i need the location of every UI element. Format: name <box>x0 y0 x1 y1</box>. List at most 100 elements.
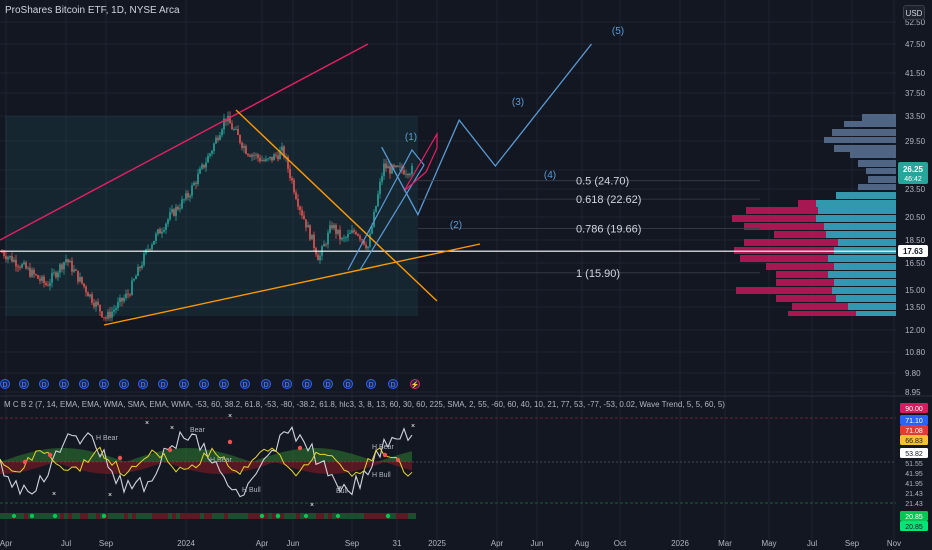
volume-profile-bar <box>834 279 896 286</box>
volume-profile-bar <box>766 263 896 270</box>
candle-body <box>95 301 97 307</box>
indicator-price-tag-value: 41.95 <box>905 471 923 478</box>
candle-body <box>349 232 351 234</box>
last-price-tag <box>898 162 928 184</box>
indicator-trend-bar <box>268 513 272 519</box>
time-axis-label: Nov <box>887 539 901 548</box>
indicator-divergence-label: H Bear <box>210 457 232 464</box>
candle-body <box>103 317 105 318</box>
indicator-trend-bar <box>56 513 60 519</box>
volume-profile-bar <box>826 231 896 238</box>
candle-body <box>361 239 363 241</box>
wave-label: (1) <box>405 132 417 143</box>
candle-body <box>205 162 207 168</box>
indicator-trend-bar <box>96 513 100 519</box>
candle-body <box>295 192 297 199</box>
indicator-trend-bar <box>228 513 232 519</box>
volume-profile-bar <box>836 295 896 302</box>
candle-body <box>131 280 133 295</box>
indicator-trend-bar <box>300 513 304 519</box>
indicator-trend-bar <box>312 513 316 519</box>
candle-body <box>51 272 53 283</box>
candle-body <box>329 225 331 233</box>
indicator-trend-bar <box>144 513 148 519</box>
indicator-trend-dot <box>303 513 309 519</box>
candle-body <box>351 230 353 233</box>
indicator-trend-bar <box>160 513 164 519</box>
candle-body <box>309 225 311 240</box>
candle-body <box>153 240 155 245</box>
candle-body <box>377 193 379 207</box>
indicator-cross-marker: × <box>108 492 112 499</box>
candle-body <box>99 304 101 312</box>
candle-body <box>313 234 315 249</box>
event-marker <box>79 379 89 389</box>
indicator-trend-bar <box>168 513 172 519</box>
candle-body <box>243 146 245 148</box>
indicator-trend-bar <box>356 513 360 519</box>
indicator-cross-marker: × <box>228 413 232 420</box>
indicator-trend-bar <box>48 513 52 519</box>
indicator-price-tag <box>900 511 928 521</box>
candle-body <box>389 166 391 174</box>
event-marker-label: D <box>2 382 7 389</box>
candle-body <box>89 294 91 297</box>
candle-body <box>127 293 129 295</box>
time-axis-label: Aug <box>575 539 589 548</box>
candle-body <box>311 234 313 240</box>
indicator-price-tag-value: 21.43 <box>905 491 923 498</box>
time-axis-label: 2026 <box>671 539 689 548</box>
fib-level-label: 0.618 (22.62) <box>576 194 641 206</box>
candle-body <box>67 259 69 263</box>
candle-body <box>257 154 259 158</box>
candle-body <box>301 210 303 216</box>
indicator-trend-bar <box>88 513 92 519</box>
volume-profile-bar <box>740 255 896 262</box>
event-marker-label: D <box>345 382 350 389</box>
wave-label: (5) <box>612 26 624 37</box>
candle-body <box>203 164 205 168</box>
indicator-trend-bar <box>328 513 332 519</box>
indicator-trend-bar <box>316 513 320 519</box>
candle-body <box>69 260 71 263</box>
candle-body <box>53 272 55 274</box>
candle-body <box>105 317 107 319</box>
indicator-trend-bar <box>156 513 160 519</box>
candle-body <box>395 165 397 168</box>
indicator-divergence-label: Bear <box>190 427 205 434</box>
indicator-trend-bar <box>296 513 300 519</box>
candle-body <box>375 206 377 213</box>
candle-body <box>7 257 9 260</box>
volume-profile-bar <box>856 311 896 316</box>
indicator-trend-bar <box>92 513 96 519</box>
candle-body <box>125 293 127 298</box>
candle-body <box>221 129 223 136</box>
indicator-trend-bar <box>24 513 28 519</box>
indicator-price-tags: 90.00 71.10 71.08 66.83 53.82 51.55 41.95 41.95… <box>900 403 928 531</box>
currency-button[interactable]: USD <box>903 5 925 20</box>
candle-body <box>63 262 65 270</box>
indicator-trend-bar <box>8 513 12 519</box>
volume-profile-bar <box>828 271 896 278</box>
candle-body <box>139 266 141 269</box>
event-marker-label: D <box>242 382 247 389</box>
candle-body <box>283 146 285 158</box>
candle-body <box>363 240 365 245</box>
candle-body <box>191 185 193 196</box>
candle-body <box>303 215 305 220</box>
indicator-signal-dot <box>117 455 123 461</box>
candle-body <box>385 163 387 169</box>
event-marker-label: D <box>325 382 330 389</box>
candle-body <box>397 165 399 167</box>
candle-body <box>231 123 233 130</box>
candle-body <box>343 237 345 239</box>
event-marker-label: D <box>390 382 395 389</box>
grid-lines <box>0 0 896 540</box>
volume-profile-bar <box>744 239 896 246</box>
candle-body <box>87 292 89 297</box>
candle-body <box>3 252 5 257</box>
candle-body <box>307 225 309 228</box>
volume-profile-bar <box>868 176 896 183</box>
indicator-price-tag-value: 20.85 <box>905 524 923 531</box>
